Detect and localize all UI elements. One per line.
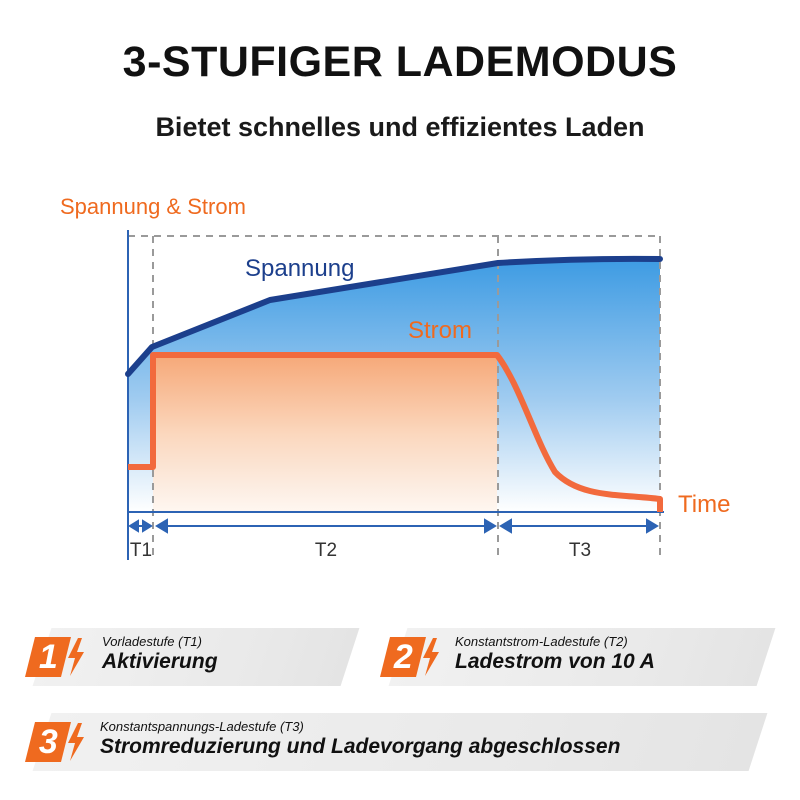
lightning-bolt-icon	[68, 723, 84, 761]
stage-number: 1	[38, 637, 58, 676]
current-line	[128, 352, 663, 512]
voltage-line	[125, 255, 663, 377]
stage-number: 3	[38, 722, 58, 761]
stage-text-2: Konstantstrom-Ladestufe (T2) Ladestrom v…	[455, 634, 655, 674]
stage-caption: Vorladestufe (T1)	[102, 634, 202, 649]
stage-badge-3: 3	[25, 713, 88, 771]
stage-caption: Konstantstrom-Ladestufe (T2)	[455, 634, 628, 649]
current-area	[153, 355, 497, 512]
phase-label-t3: T3	[569, 540, 591, 561]
lightning-bolt-icon	[68, 638, 84, 676]
x-axis-label: Time	[678, 491, 730, 518]
stage-badge-2: 2	[380, 628, 443, 686]
stage-title: Ladestrom von 10 A	[455, 650, 655, 673]
stage-title: Aktivierung	[102, 650, 218, 673]
page-subtitle: Bietet schnelles und effizientes Laden	[155, 112, 645, 142]
stage-text-1: Vorladestufe (T1) Aktivierung	[102, 634, 218, 674]
lightning-bolt-icon	[423, 638, 439, 676]
current-label: Strom	[408, 317, 472, 344]
phase-label-t1: T1	[130, 540, 152, 561]
stage-badge-1: 1	[25, 628, 88, 686]
page-title: 3-STUFIGER LADEMODUS	[122, 38, 678, 86]
stage-caption: Konstantspannungs-Ladestufe (T3)	[100, 719, 304, 734]
stage-title: Stromreduzierung und Ladevorgang abgesch…	[100, 735, 621, 758]
y-axis-label: Spannung & Strom	[60, 194, 246, 219]
stage-number: 2	[393, 637, 413, 676]
stage-text-3: Konstantspannungs-Ladestufe (T3) Stromre…	[100, 719, 620, 759]
voltage-label: Spannung	[245, 255, 354, 282]
phase-label-t2: T2	[315, 540, 337, 561]
phase-arrows	[128, 518, 659, 534]
